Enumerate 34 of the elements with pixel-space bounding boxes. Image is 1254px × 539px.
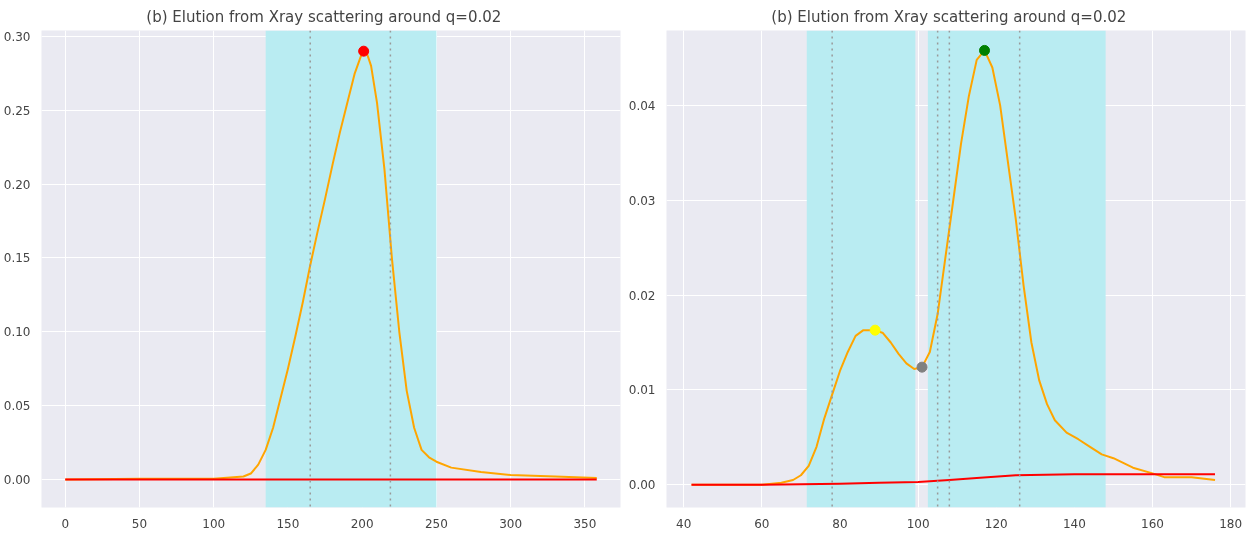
y-tick-label: 0.20 bbox=[3, 177, 31, 192]
y-tick-label: 0.10 bbox=[3, 325, 31, 340]
y-tick-label: 0.00 bbox=[3, 472, 31, 487]
y-tick-label: 0.04 bbox=[628, 98, 656, 113]
y-tick-label: 0.05 bbox=[3, 399, 31, 414]
y-tick-label: 0.02 bbox=[628, 288, 656, 303]
x-tick-label: 200 bbox=[350, 516, 374, 531]
y-tick-label: 0.00 bbox=[628, 478, 656, 493]
x-tick-label: 250 bbox=[424, 516, 448, 531]
x-tick-label: 80 bbox=[832, 516, 848, 531]
x-tick-label: 0 bbox=[61, 516, 70, 531]
point bbox=[869, 324, 881, 336]
x-tick-label: 160 bbox=[1141, 516, 1164, 531]
x-tick-label: 100 bbox=[202, 516, 226, 531]
x-tick-label: 60 bbox=[754, 516, 770, 531]
x-tick-label: 100 bbox=[906, 516, 930, 531]
y-tick-label: 0.01 bbox=[628, 383, 656, 398]
x-tick-label: 50 bbox=[131, 516, 148, 531]
y-tick-label: 0.30 bbox=[3, 29, 31, 44]
x-tick-label: 140 bbox=[1062, 516, 1086, 531]
x-tick-label: 180 bbox=[1219, 516, 1243, 531]
line-series bbox=[690, 473, 1217, 486]
y-tick-label: 0.25 bbox=[3, 103, 31, 118]
x-tick-label: 150 bbox=[276, 516, 300, 531]
point bbox=[916, 361, 928, 373]
x-tick-label: 120 bbox=[984, 516, 1008, 531]
x-tick-label: 40 bbox=[676, 516, 692, 531]
y-tick-label: 0.03 bbox=[628, 193, 656, 208]
y-tick-label: 0.15 bbox=[3, 251, 31, 266]
chart-title: (b) Elution from Xray scattering around q=0.02 bbox=[771, 7, 1127, 26]
x-tick-label: 350 bbox=[573, 516, 597, 531]
x-tick-label: 300 bbox=[499, 516, 523, 531]
point bbox=[979, 44, 991, 56]
chart-title: (b) Elution from Xray scattering around q=0.02 bbox=[146, 7, 502, 26]
